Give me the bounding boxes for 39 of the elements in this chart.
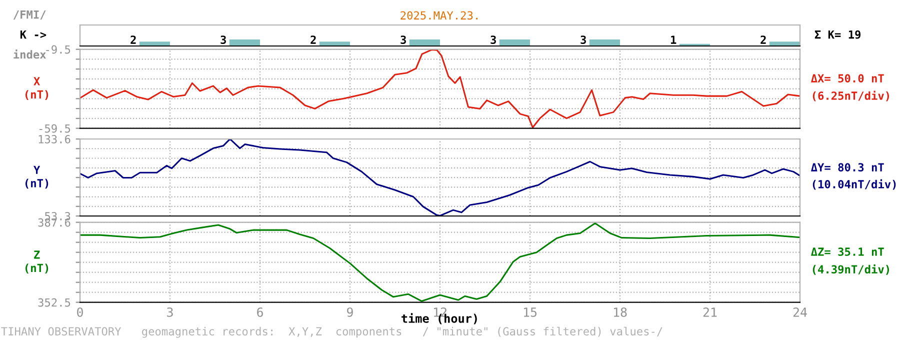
x-tick-label: 0 [77, 307, 83, 317]
x-tick-label: 3 [167, 307, 173, 317]
text: index [14, 49, 46, 59]
data-label: 3 [220, 36, 226, 44]
data-label: 2 [130, 36, 136, 44]
x-tick-label: 21 [703, 307, 717, 317]
y-tick-label: 352.5 [38, 298, 70, 307]
x-tick-label: 6 [257, 307, 263, 317]
text: ΔZ= 35.1 nT [810, 248, 884, 256]
text: TIHANY OBSERVATORY geomagnetic records: X,Y,Z components / "minute" (Gauss filtered) values-/ [1, 326, 662, 338]
text: (6.25nT/div) [812, 90, 889, 102]
text: ΔY= 80.3 nT [810, 163, 884, 172]
data-label: 2 [760, 36, 766, 44]
data-label: 2 [310, 36, 316, 44]
text: (10.04nT/div) [812, 179, 896, 190]
x-tick-label: 24 [793, 307, 807, 317]
x-tick-label: 18 [614, 307, 627, 317]
text: Σ K= 19 [814, 30, 861, 39]
data-label: 3 [400, 36, 406, 44]
text: ΔX= 50.0 nT [810, 74, 884, 83]
line-series [80, 139, 800, 216]
x-tick-label: 15 [524, 308, 537, 317]
x-tick-label: 9 [347, 307, 353, 317]
y-axis-title: Y (nT) [26, 166, 48, 189]
text: (4.39nT/div) [812, 264, 889, 275]
y-axis-title: X (nT) [26, 77, 48, 100]
y-tick-label: -9.5 [46, 45, 70, 54]
y-axis-title: Z (nT) [26, 250, 48, 274]
text: /FMI/ [13, 10, 46, 20]
data-label: 3 [580, 36, 586, 44]
data-label: 3 [490, 36, 496, 44]
line-series [80, 222, 800, 302]
line-series [80, 49, 800, 128]
y-axis-title: K -> [20, 30, 46, 39]
data-label: 1 [671, 36, 676, 44]
y-tick-label: 387.6 [38, 218, 70, 227]
chart-title: 2025.MAY.23. [400, 11, 478, 20]
y-tick-label: 133.6 [38, 135, 70, 144]
y-tick-label: -59.5 [39, 124, 70, 133]
